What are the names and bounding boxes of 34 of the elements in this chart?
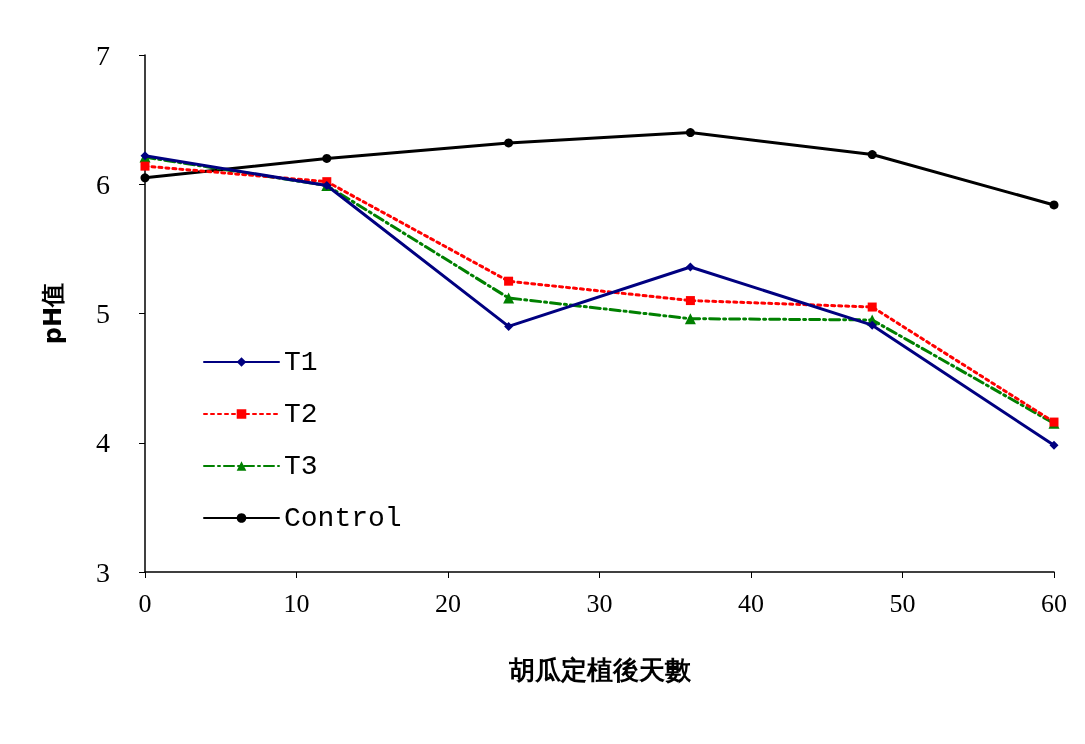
x-tick-label: 0 <box>138 588 152 618</box>
point <box>504 138 514 148</box>
point <box>867 150 877 160</box>
legend-label: T3 <box>284 450 318 482</box>
point <box>685 128 695 138</box>
x-tick-label: 50 <box>889 588 916 618</box>
x-tick-label: 10 <box>283 588 310 618</box>
point <box>684 313 696 325</box>
y-tick-label: 6 <box>96 168 110 200</box>
x-tick-label: 20 <box>435 588 461 618</box>
point <box>685 262 695 272</box>
y-tick-label: 4 <box>96 427 110 459</box>
x-tick-label: 30 <box>586 588 613 618</box>
y-axis-title: pH值 <box>39 282 67 345</box>
x-axis-title: 胡瓜定植後天數 <box>507 655 692 685</box>
point <box>140 173 150 183</box>
point <box>140 161 150 171</box>
point <box>867 320 877 330</box>
x-tick-label: 60 <box>1041 588 1067 618</box>
point <box>322 153 332 163</box>
x-tick-label: 40 <box>738 588 764 618</box>
legend-label: Control <box>284 502 402 534</box>
y-tick-label: 7 <box>96 39 110 71</box>
point <box>1049 200 1059 210</box>
point <box>1049 440 1059 450</box>
legend-label: T1 <box>284 346 318 378</box>
y-tick-label: 3 <box>96 556 110 588</box>
point <box>685 296 695 306</box>
legend-label: T2 <box>284 398 318 430</box>
point <box>504 276 514 286</box>
point <box>503 292 515 304</box>
point <box>504 321 514 331</box>
y-tick-label: 5 <box>96 298 110 329</box>
point <box>867 302 877 312</box>
